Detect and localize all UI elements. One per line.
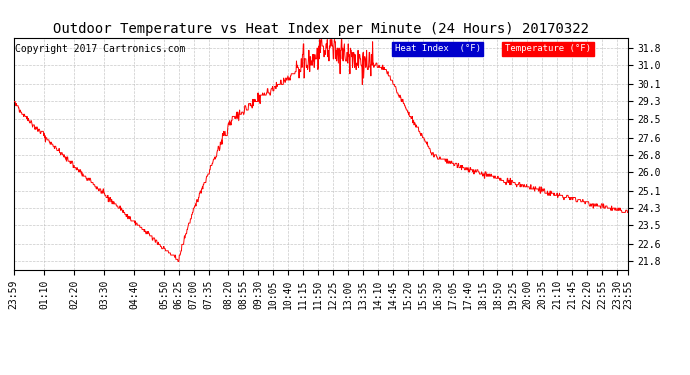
Title: Outdoor Temperature vs Heat Index per Minute (24 Hours) 20170322: Outdoor Temperature vs Heat Index per Mi… [53,22,589,36]
Text: Heat Index  (°F): Heat Index (°F) [395,45,480,54]
Text: Copyright 2017 Cartronics.com: Copyright 2017 Cartronics.com [15,45,186,54]
Text: Temperature (°F): Temperature (°F) [505,45,591,54]
